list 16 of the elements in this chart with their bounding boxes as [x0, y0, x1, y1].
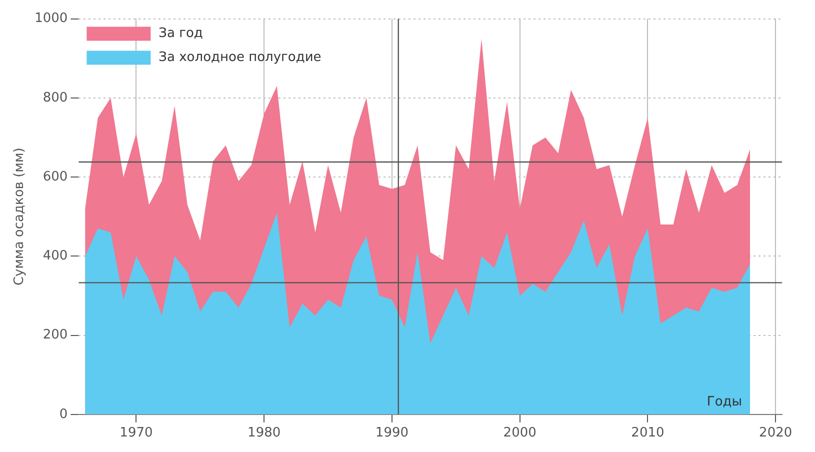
y-tick-label: 1000	[34, 11, 68, 26]
x-tick-label: 2010	[631, 426, 664, 441]
y-tick-label: 200	[42, 328, 68, 343]
x-tick-label: 1970	[120, 426, 153, 441]
y-tick-label: 600	[42, 169, 68, 184]
x-tick-label: 1980	[248, 426, 281, 441]
y-tick-label: 0	[59, 406, 68, 422]
y-tick-label: 800	[42, 90, 68, 106]
legend-label: За холодное полугодие	[158, 50, 322, 66]
x-tick-label: 1990	[375, 426, 409, 441]
x-tick-label: 2000	[503, 426, 536, 441]
y-tick-label: 400	[42, 248, 68, 264]
x-tick-label: 2020	[759, 426, 792, 441]
legend-label: За год	[158, 26, 203, 42]
x-axis-title: Годы	[706, 394, 742, 410]
y-axis-title: Сумма осадков (мм)	[12, 148, 28, 286]
